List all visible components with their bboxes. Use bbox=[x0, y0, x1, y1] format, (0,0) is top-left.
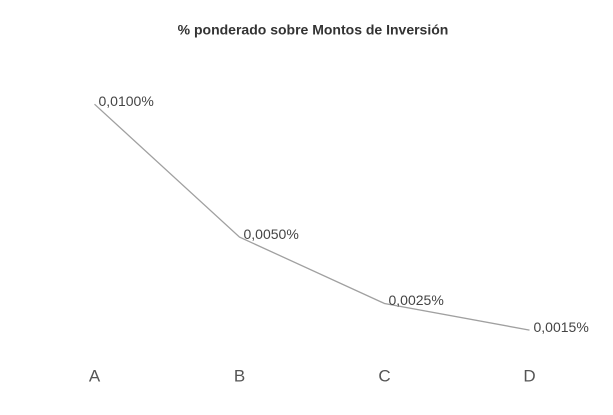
x-tick-label: D bbox=[523, 366, 535, 385]
line bbox=[94, 103, 530, 331]
chart-title: % ponderado sobre Montos de Inversión bbox=[178, 22, 449, 38]
x-tick-label: B bbox=[234, 366, 245, 385]
data-label: 0,0050% bbox=[244, 226, 299, 242]
data-label: 0,0100% bbox=[99, 93, 154, 109]
data-label: 0,0025% bbox=[389, 292, 444, 308]
x-tick-label: A bbox=[89, 366, 101, 385]
data-label: 0,0015% bbox=[534, 319, 589, 335]
x-tick-label: C bbox=[378, 366, 390, 385]
